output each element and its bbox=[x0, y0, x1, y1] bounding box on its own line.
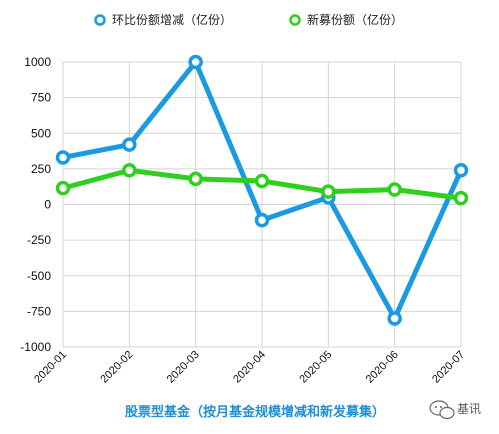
y-tick-label: -1000 bbox=[20, 340, 51, 354]
x-axis: 2020-01 2020-02 2020-03 2020-04 2020-05 2020-… bbox=[32, 349, 467, 386]
legend-marker bbox=[94, 14, 106, 26]
data-point bbox=[55, 150, 71, 165]
x-tick-label: 2020-01 bbox=[32, 349, 69, 386]
data-point bbox=[122, 137, 137, 152]
x-tick-label: 2020-07 bbox=[430, 349, 467, 386]
y-tick-label: -750 bbox=[27, 304, 51, 318]
y-tick-label: -500 bbox=[27, 269, 51, 283]
y-tick-label: 0 bbox=[44, 198, 51, 212]
data-point bbox=[122, 163, 137, 178]
x-tick-label: 2020-03 bbox=[165, 349, 202, 386]
series-2 bbox=[55, 163, 469, 206]
y-tick-label: -250 bbox=[27, 233, 51, 247]
legend: 环比份额增减（亿份） 新募份额（亿份） bbox=[94, 12, 403, 27]
data-point bbox=[254, 173, 270, 189]
x-tick-label: 2020-05 bbox=[297, 349, 334, 386]
data-point bbox=[387, 182, 402, 197]
legend-label: 环比份额增减（亿份） bbox=[112, 12, 232, 27]
y-tick-label: 500 bbox=[31, 126, 51, 140]
watermark: 基讯 bbox=[429, 400, 481, 420]
data-point bbox=[387, 311, 402, 326]
series-layer bbox=[55, 54, 469, 326]
data-point bbox=[453, 190, 469, 206]
x-tick-label: 2020-04 bbox=[231, 349, 268, 386]
data-point bbox=[254, 212, 270, 228]
data-point bbox=[321, 184, 336, 199]
y-tick-label: 250 bbox=[31, 162, 51, 176]
data-point bbox=[453, 163, 469, 178]
y-tick-label: 750 bbox=[31, 91, 51, 105]
series-1 bbox=[55, 54, 469, 326]
data-point bbox=[55, 180, 71, 196]
x-tick-label: 2020-02 bbox=[98, 349, 135, 386]
data-point bbox=[188, 54, 203, 70]
legend-label: 新募份额（亿份） bbox=[307, 12, 403, 27]
x-tick-label: 2020-06 bbox=[364, 349, 401, 386]
data-point bbox=[188, 171, 203, 187]
watermark-text: 基讯 bbox=[457, 402, 481, 416]
y-tick-label: 1000 bbox=[24, 55, 51, 69]
legend-marker bbox=[289, 14, 301, 26]
chart-caption: 股票型基金（按月基金规模增减和新发募集） bbox=[125, 404, 385, 420]
chat-bubble-icon bbox=[429, 400, 455, 420]
y-axis: 1000 750 500 250 0 -250 -500 -750 -1000 bbox=[20, 55, 51, 354]
